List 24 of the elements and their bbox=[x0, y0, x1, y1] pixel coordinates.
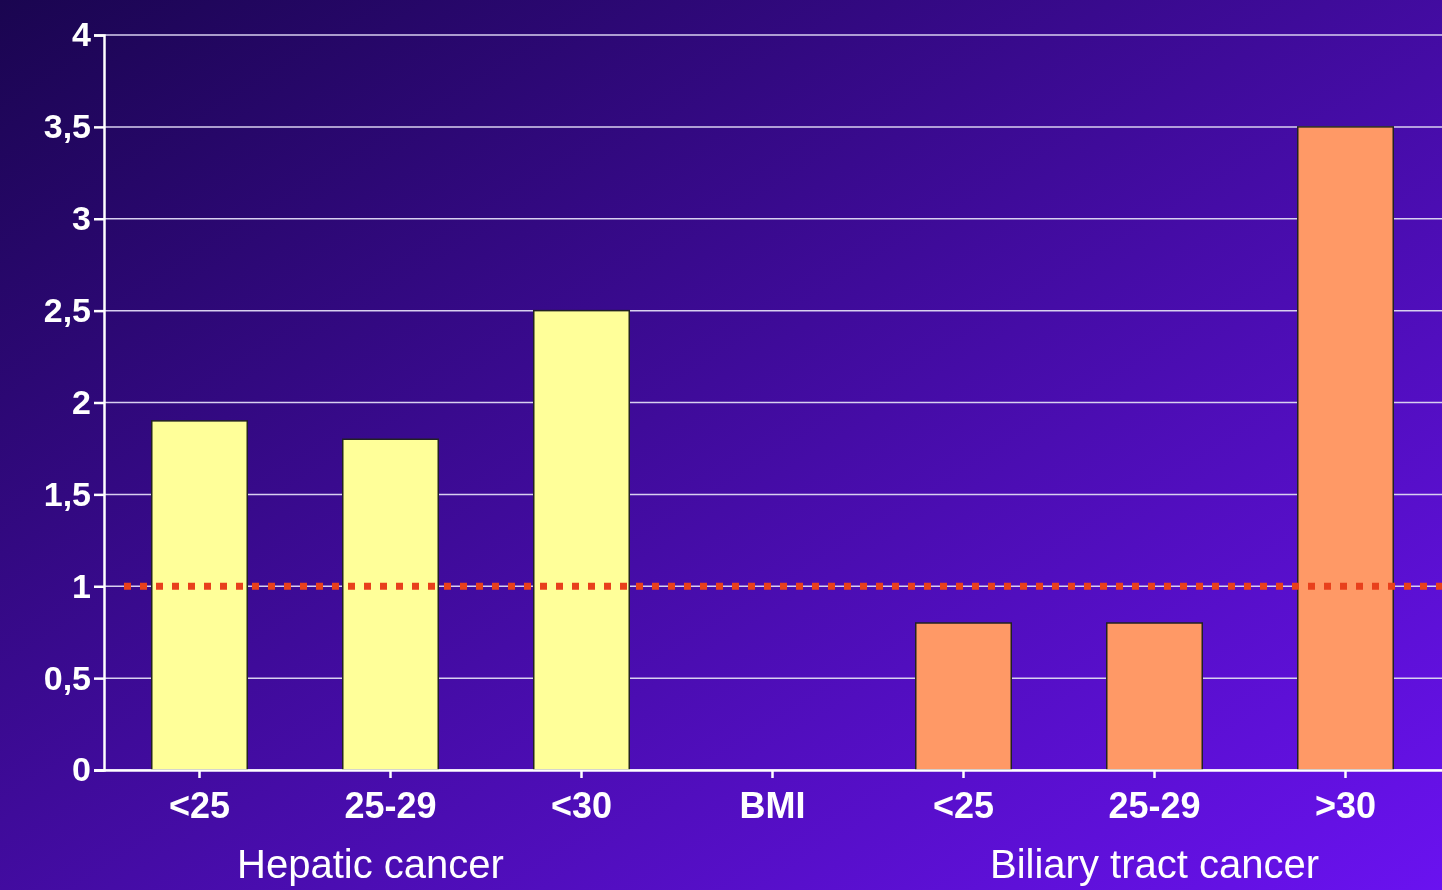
x-tick-label: <25 bbox=[932, 784, 995, 826]
text: Hepatic cancer bbox=[237, 842, 504, 886]
y-tick-label: 0,5 bbox=[43, 658, 91, 697]
x-tick-label: <25 bbox=[168, 784, 231, 826]
bar bbox=[915, 622, 1012, 771]
y-tick-label: 2 bbox=[72, 382, 91, 421]
x-tick-label: >30 bbox=[1314, 784, 1377, 826]
bar bbox=[151, 420, 248, 771]
x-tick-label: <30 bbox=[550, 784, 613, 826]
x-tick-label: 25-29 bbox=[344, 784, 437, 826]
y-tick-label: 3,5 bbox=[43, 107, 91, 146]
y-tick-label: 0 bbox=[72, 750, 91, 789]
bar bbox=[342, 438, 439, 771]
bar bbox=[533, 309, 630, 771]
x-tick-label: BMI bbox=[739, 784, 806, 826]
y-tick-label: 1 bbox=[72, 566, 91, 605]
y-tick-label: 2,5 bbox=[43, 291, 91, 330]
bar bbox=[1106, 622, 1203, 771]
y-tick-label: 3 bbox=[72, 199, 91, 238]
text: Biliary tract cancer bbox=[990, 842, 1319, 886]
y-tick-label: 4 bbox=[72, 15, 92, 54]
x-tick-label: 25-29 bbox=[1108, 784, 1201, 826]
y-tick-label: 1,5 bbox=[43, 474, 91, 513]
bar bbox=[1297, 126, 1394, 771]
